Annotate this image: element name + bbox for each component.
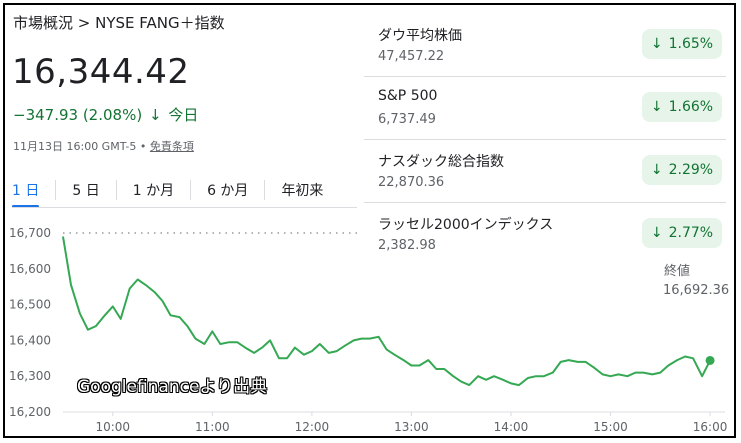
index-change-badge: ↓ 2.77% (642, 218, 722, 248)
tab-divider (55, 180, 57, 200)
current-price: 16,344.42 (12, 52, 190, 92)
y-tick-label: 16,700 (9, 226, 51, 240)
x-tick-label: 15:00 (593, 420, 628, 434)
index-change: 1.65% (668, 36, 714, 52)
index-row-nasdaq[interactable]: ナスダック総合指数 22,870.36 ↓ 2.29% (364, 140, 726, 203)
arrow-down-icon: ↓ (650, 225, 663, 241)
tab-divider (190, 180, 192, 200)
arrow-down-icon: ↓ (650, 99, 663, 115)
index-name: ナスダック総合指数 (378, 154, 504, 170)
index-value: 22,870.36 (378, 175, 445, 190)
y-tick-label: 16,600 (9, 262, 51, 276)
tabs-underline (12, 207, 357, 208)
tab-1d[interactable]: 1 日 (12, 176, 40, 208)
x-tick-label: 12:00 (295, 420, 330, 434)
index-name: S&P 500 (378, 88, 438, 104)
last-price-point (705, 355, 715, 365)
tab-divider (115, 180, 117, 200)
change-value: −347.93 (2.08%) (13, 106, 143, 124)
timestamp-line: 11月13日 16:00 GMT-5 • 免責条項 (13, 138, 194, 154)
disclaimer-link[interactable]: 免責条項 (149, 140, 194, 153)
price-series-line (62, 236, 711, 387)
arrow-down-icon: ↓ (148, 106, 162, 124)
range-tabs: 1 日 5 日 1 か月 6 か月 年初来 (12, 176, 324, 208)
arrow-down-icon: ↓ (650, 36, 663, 52)
x-tick-label: 10:00 (95, 420, 130, 434)
index-row-dow[interactable]: ダウ平均株価 47,457.22 ↓ 1.65% (364, 14, 726, 77)
tab-divider (264, 180, 266, 200)
index-change-badge: ↓ 1.66% (642, 92, 722, 122)
tab-6m[interactable]: 6 か月 (207, 183, 249, 199)
index-change-badge: ↓ 1.65% (642, 29, 722, 59)
index-row-russell2000[interactable]: ラッセル2000インデックス 2,382.98 ↓ 2.77% (364, 203, 726, 265)
x-tick-label: 13:00 (394, 420, 429, 434)
index-row-sp500[interactable]: S&P 500 6,737.49 ↓ 1.66% (364, 77, 726, 140)
y-tick-label: 16,400 (9, 333, 51, 347)
related-indices-list: ダウ平均株価 47,457.22 ↓ 1.65% S&P 500 6,737.49… (364, 14, 726, 265)
x-tick-label: 16:00 (693, 420, 728, 434)
index-change: 2.29% (668, 162, 714, 178)
tab-5d[interactable]: 5 日 (72, 183, 100, 199)
index-change-badge: ↓ 2.29% (642, 155, 722, 185)
previous-close-label: 終値 (664, 264, 691, 279)
y-tick-label: 16,200 (9, 405, 51, 419)
index-value: 2,382.98 (378, 238, 436, 253)
x-tick-label: 11:00 (195, 420, 230, 434)
breadcrumb[interactable]: 市場概況 > NYSE FANG＋指数 (13, 14, 225, 32)
x-tick-label: 14:00 (494, 420, 529, 434)
arrow-down-icon: ↓ (650, 162, 663, 178)
index-name: ラッセル2000インデックス (378, 217, 554, 233)
index-value: 6,737.49 (378, 112, 436, 127)
screenshot-frame (3, 3, 736, 438)
index-change: 2.77% (668, 225, 714, 241)
change-period: 今日 (168, 106, 199, 124)
tab-1m[interactable]: 1 か月 (132, 183, 175, 199)
source-watermark: Googlefinanceより出典 (77, 377, 268, 397)
tab-ytd[interactable]: 年初来 (281, 183, 324, 199)
y-tick-label: 16,300 (9, 369, 51, 383)
index-name: ダウ平均株価 (378, 28, 462, 44)
price-change: −347.93 (2.08%) ↓ 今日 (13, 104, 198, 125)
index-value: 47,457.22 (378, 49, 445, 64)
index-change: 1.66% (668, 99, 714, 115)
timestamp: 11月13日 16:00 GMT-5 • (13, 140, 147, 153)
y-tick-label: 16,500 (9, 298, 51, 312)
previous-close-value: 16,692.36 (663, 283, 730, 298)
